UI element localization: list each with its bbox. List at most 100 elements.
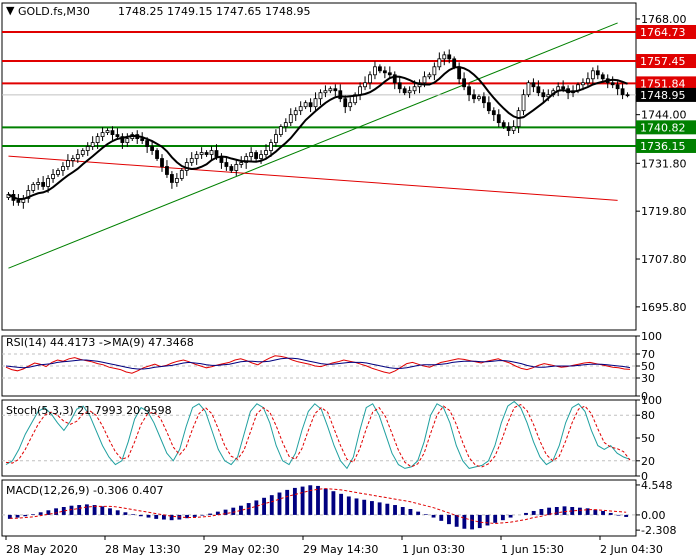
bear-candle <box>402 88 407 94</box>
bear-candle <box>229 166 234 171</box>
bear-candle <box>214 150 219 157</box>
bear-candle <box>140 138 145 141</box>
bear-candle <box>536 86 541 94</box>
bear-candle <box>204 152 209 155</box>
bull-candle <box>269 142 273 151</box>
bull-candle <box>328 88 333 92</box>
bull-candle <box>278 126 283 135</box>
panel-frame <box>1 479 637 537</box>
bull-candle <box>249 152 254 157</box>
bear-candle <box>165 166 169 175</box>
level-label: 1740.82 <box>640 121 686 134</box>
bull-candle <box>70 158 75 161</box>
bull-candle <box>259 154 263 159</box>
bull-candle <box>100 132 105 137</box>
%K-line <box>5 400 631 470</box>
bull-candle <box>283 122 288 128</box>
level-tag <box>636 54 696 69</box>
bear-candle <box>16 199 21 203</box>
stoch-header: Stoch(5,3,3) 21.7993 20.9598 <box>6 404 172 417</box>
bull-candle <box>442 54 447 60</box>
bull-candle <box>318 92 323 100</box>
bull-candle <box>105 130 110 134</box>
bear-candle <box>160 158 164 167</box>
bull-candle <box>581 82 585 86</box>
y-tick-label: 1731.80 <box>641 157 687 170</box>
x-tick-label: 2 Jun 04:30 <box>600 543 663 556</box>
bear-candle <box>115 134 120 137</box>
symbol-timeframe: GOLD.fs,M30 <box>18 5 90 18</box>
level-label: 1764.73 <box>640 26 686 39</box>
bear-candle <box>150 146 154 151</box>
bear-candle <box>254 152 258 159</box>
bull-candle <box>313 98 318 108</box>
y-tick-label: 80 <box>641 409 655 422</box>
bull-candle <box>209 150 214 155</box>
y-tick-label: 1768.00 <box>641 13 687 26</box>
bear-candle <box>110 130 115 135</box>
y-tick-label: 50 <box>641 432 655 445</box>
bear-candle <box>41 182 46 187</box>
level-label: 1757.45 <box>640 55 686 68</box>
bear-candle <box>387 72 392 76</box>
x-tick-label: 29 May 02:30 <box>204 543 279 556</box>
x-tick-label: 28 May 13:30 <box>105 543 180 556</box>
level-tag <box>636 76 696 91</box>
bull-candle <box>432 66 437 76</box>
bull-candle <box>46 178 50 187</box>
bear-candle <box>600 74 605 80</box>
bull-candle <box>422 76 427 84</box>
macd-header: MACD(12,26,9) -0.306 0.407 <box>6 484 164 497</box>
bear-candle <box>462 78 466 88</box>
panel-frame <box>1 2 637 331</box>
bull-candle <box>199 152 204 155</box>
bull-candle <box>234 164 239 171</box>
bull-candle <box>323 90 328 94</box>
bear-candle <box>145 140 150 147</box>
bull-candle <box>363 82 367 88</box>
level-label: 1751.84 <box>640 77 686 90</box>
bear-candle <box>506 126 511 132</box>
moving-average-line <box>7 66 628 201</box>
y-tick-label: 0 <box>641 470 648 483</box>
y-tick-label: 30 <box>641 372 655 385</box>
y-tick-label: 70 <box>641 348 655 361</box>
y-tick-label: 1719.80 <box>641 205 687 218</box>
bull-candle <box>437 58 442 68</box>
y-tick-label: 1744.00 <box>641 109 687 122</box>
bull-candle <box>293 110 298 116</box>
bear-candle <box>541 92 546 98</box>
MA(9)-line <box>5 357 631 370</box>
bull-candle <box>61 166 65 171</box>
bull-candle <box>526 82 531 96</box>
x-tick-label: 1 Jun 15:30 <box>501 543 564 556</box>
level-tag <box>636 120 696 135</box>
bear-candle <box>467 86 471 96</box>
y-tick-label: 1707.80 <box>641 253 687 266</box>
bull-candle <box>179 170 184 179</box>
bear-candle <box>447 54 452 60</box>
bull-candle <box>31 184 36 191</box>
bull-candle <box>303 102 308 108</box>
bear-candle <box>496 114 501 124</box>
y-tick-label: 100 <box>641 394 662 407</box>
bear-candle <box>382 70 387 74</box>
y-tick-label: 0 <box>641 390 648 403</box>
bull-candle <box>36 182 41 185</box>
bear-candle <box>397 82 402 90</box>
bear-candle <box>452 58 457 68</box>
bear-candle <box>610 82 615 86</box>
bull-candle <box>26 190 31 199</box>
bull-candle <box>288 114 293 124</box>
bull-candle <box>586 78 590 84</box>
bear-candle <box>472 94 476 100</box>
bull-candle <box>358 86 362 96</box>
bull-candle <box>51 174 55 179</box>
current-price-tag <box>636 87 696 102</box>
collapse-triangle-icon[interactable]: ▼ <box>6 4 15 17</box>
bear-candle <box>333 88 338 92</box>
bear-candle <box>308 102 313 108</box>
bear-candle <box>170 174 174 183</box>
